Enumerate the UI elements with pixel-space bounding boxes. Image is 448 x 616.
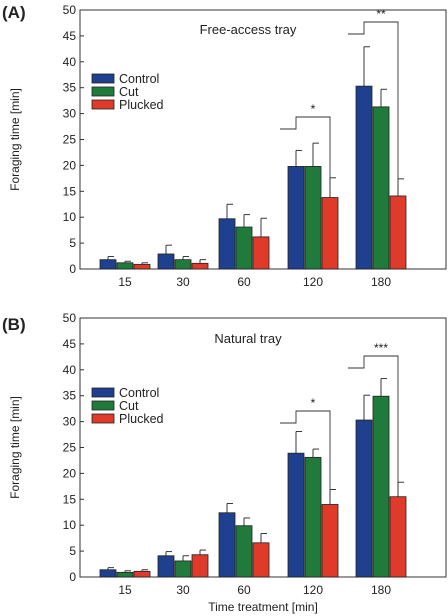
significance-bracket (280, 410, 331, 503)
bar-control-15 (99, 569, 117, 578)
y-tick-label: 35 (63, 81, 77, 95)
y-tick-label: 40 (63, 55, 77, 69)
panel-b: (B) Natural tray 0 5 10 15 20 25 30 35 40 45 50 Forag… (2, 311, 447, 614)
y-tick-label: 45 (63, 337, 77, 351)
legend-swatch-control (91, 73, 115, 84)
significance-label: ** (376, 7, 386, 21)
bar-plucked-15 (133, 263, 151, 270)
y-tick-label: 10 (63, 210, 77, 224)
y-tick-label: 20 (63, 466, 77, 480)
legend-label-cut: Cut (119, 85, 139, 99)
y-tick-label: 0 (69, 570, 76, 584)
y-tick-label: 50 (63, 311, 77, 325)
bar-control-180 (355, 419, 373, 578)
panel-title: Free-access tray (200, 22, 297, 37)
bar-control-60 (218, 218, 236, 270)
y-tick-label: 45 (63, 29, 77, 43)
panel-a: (A) Free-access tray 0 5 10 15 20 25 30 35 40 45 50 F… (2, 3, 447, 289)
bar-cut-120 (304, 456, 322, 578)
y-tick-label: 50 (63, 3, 77, 17)
legend-label-control: Control (119, 386, 159, 400)
bar-control-15 (99, 259, 117, 270)
legend-swatch-control (91, 387, 115, 398)
significance-label: * (311, 102, 316, 116)
significance-bracket (348, 355, 399, 495)
x-tick-label: 30 (176, 583, 190, 597)
bar-control-120 (287, 166, 305, 270)
bar-cut-60 (235, 525, 253, 578)
bar-plucked-60 (252, 542, 270, 578)
bar-control-60 (218, 512, 236, 578)
significance-label: * (311, 396, 316, 410)
bar-cut-30 (174, 560, 192, 578)
bar-plucked-180 (389, 195, 407, 270)
y-axis-label: Foraging time [min] (8, 88, 22, 191)
significance-bracket (348, 21, 399, 194)
bar-control-180 (355, 85, 373, 270)
significance-label: *** (374, 341, 388, 355)
legend-label-plucked: Plucked (119, 98, 164, 112)
y-tick-label: 0 (69, 262, 76, 276)
bar-plucked-15 (133, 570, 151, 578)
bar-cut-15 (116, 571, 134, 578)
y-tick-label: 35 (63, 389, 77, 403)
x-tick-label: 15 (118, 275, 132, 289)
x-tick-label: 180 (371, 275, 391, 289)
y-tick-label: 5 (69, 236, 76, 250)
y-tick-label: 10 (63, 518, 77, 532)
x-tick-label: 15 (118, 583, 132, 597)
bar-cut-180 (372, 106, 390, 270)
significance-bracket (280, 116, 331, 196)
bar-plucked-120 (321, 197, 339, 270)
legend-swatch-plucked (91, 99, 115, 110)
bar-cut-30 (174, 259, 192, 270)
y-tick-label: 15 (63, 492, 77, 506)
bar-plucked-60 (252, 236, 270, 270)
bar-plucked-120 (321, 504, 339, 578)
y-tick-label: 30 (63, 415, 77, 429)
bar-control-30 (157, 555, 175, 578)
panel-letter: (A) (2, 3, 26, 22)
bar-cut-15 (116, 262, 134, 270)
bar-plucked-180 (389, 496, 407, 578)
y-tick-label: 20 (63, 158, 77, 172)
y-tick-label: 40 (63, 363, 77, 377)
legend-swatch-cut (91, 400, 115, 411)
x-axis-label: Time treatment [min] (208, 600, 318, 614)
panel-title: Natural tray (214, 331, 282, 346)
bar-cut-120 (304, 166, 322, 270)
y-tick-label: 15 (63, 184, 77, 198)
y-tick-label: 25 (63, 441, 77, 455)
x-tick-label: 60 (237, 583, 251, 597)
x-tick-label: 120 (303, 275, 323, 289)
legend-swatch-plucked (91, 413, 115, 424)
x-tick-label: 180 (371, 583, 391, 597)
bar-cut-180 (372, 395, 390, 578)
x-tick-label: 60 (237, 275, 251, 289)
panel-letter: (B) (2, 315, 26, 334)
bar-control-30 (157, 253, 175, 270)
legend-label-cut: Cut (119, 399, 139, 413)
y-tick-label: 30 (63, 107, 77, 121)
legend-swatch-cut (91, 86, 115, 97)
legend-label-plucked: Plucked (119, 412, 164, 426)
y-axis-label: Foraging time [min] (8, 396, 22, 499)
x-tick-label: 120 (303, 583, 323, 597)
bar-cut-60 (235, 226, 253, 270)
bar-plucked-30 (191, 262, 209, 270)
legend-label-control: Control (119, 72, 159, 86)
x-tick-label: 30 (176, 275, 190, 289)
bar-control-120 (287, 452, 305, 578)
bar-plucked-30 (191, 554, 209, 578)
y-tick-label: 5 (69, 544, 76, 558)
y-tick-label: 25 (63, 133, 77, 147)
